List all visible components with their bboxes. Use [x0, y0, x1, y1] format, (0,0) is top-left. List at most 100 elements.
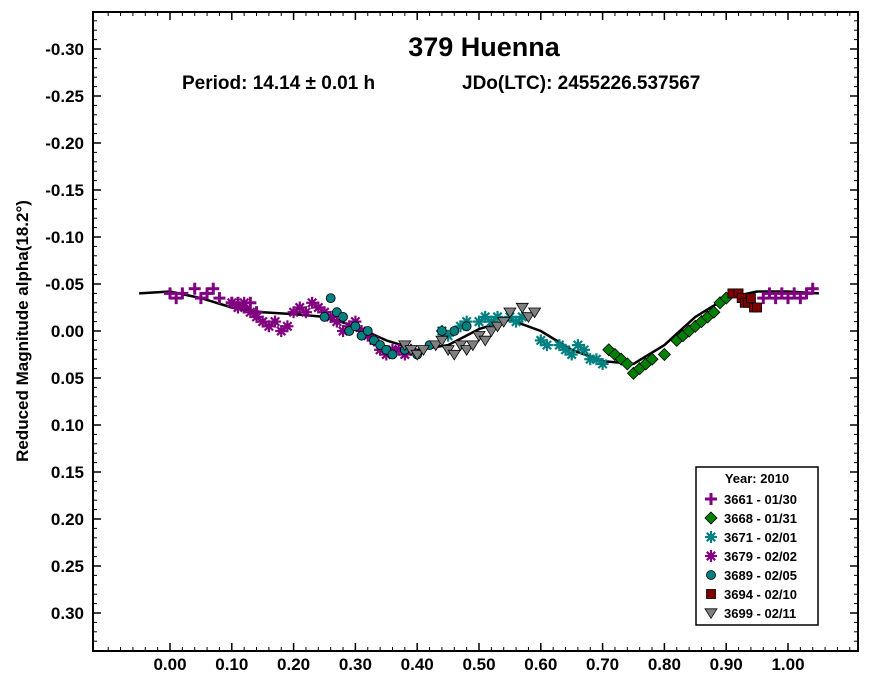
- point-6-9: [459, 345, 474, 356]
- point-6-15: [496, 316, 511, 328]
- x-tick-label-6: 0.60: [524, 655, 557, 674]
- point-0-18: [788, 287, 801, 300]
- point-4-1: [325, 293, 336, 304]
- y-tick-label-8: 0.10: [51, 416, 84, 435]
- legend-marker-6: [704, 608, 718, 620]
- y-tick-label-7: 0.05: [51, 369, 84, 388]
- point-4-0: [319, 311, 330, 322]
- x-tick-label-4: 0.40: [401, 655, 434, 674]
- x-tick-label-8: 0.80: [648, 655, 681, 674]
- point-1-8: [657, 347, 671, 362]
- data-points: [164, 282, 819, 380]
- legend-label-6: 3699 - 02/11: [724, 606, 796, 621]
- point-0-19: [794, 292, 807, 305]
- point-6-19: [527, 307, 542, 319]
- y-tick-label-4: -0.10: [45, 228, 84, 247]
- point-1-7: [645, 352, 659, 366]
- point-6-17: [515, 302, 529, 314]
- point-6-2: [410, 349, 424, 361]
- y-tick-label-0: -0.30: [45, 40, 84, 59]
- y-tick-label-1: -0.25: [45, 87, 84, 106]
- y-tick-label-3: -0.15: [45, 181, 84, 200]
- period-label: Period: 14.14 ± 0.01 h: [182, 73, 375, 94]
- chart-title: 379 Huenna: [408, 32, 561, 62]
- legend-label-0: 3661 - 01/30: [724, 492, 797, 507]
- point-0-20: [800, 287, 813, 300]
- point-4-5: [350, 321, 361, 332]
- point-6-14: [490, 321, 505, 333]
- point-6-3: [416, 345, 431, 356]
- x-tick-label-10: 1.00: [771, 655, 804, 674]
- x-tick-label-5: 0.50: [462, 655, 495, 674]
- point-4-7: [362, 326, 373, 336]
- y-tick-label-2: -0.20: [45, 134, 84, 153]
- point-2-15: [565, 348, 578, 361]
- point-0-21: [806, 282, 819, 295]
- y-tick-label-6: 0.00: [51, 322, 84, 341]
- legend: Year: 2010 3661 - 01/30 3668 - 01/31 3671 …: [695, 466, 819, 626]
- point-0-17: [782, 292, 794, 305]
- legend-label-5: 3694 - 02/10: [724, 587, 797, 602]
- point-1-3: [620, 357, 634, 371]
- point-0-7: [213, 292, 226, 305]
- x-tick-label-7: 0.70: [586, 655, 619, 674]
- point-2-12: [540, 339, 553, 352]
- legend-marker-5: [706, 589, 716, 599]
- legend-marker-1: [704, 511, 718, 525]
- point-3-2: [238, 296, 251, 309]
- point-6-5: [435, 335, 449, 347]
- point-0-0: [164, 287, 176, 300]
- axes: 0.00 0.10 0.20 0.30 0.40 0.50 0.60 0.70 0.80 0.90…: [45, 12, 858, 674]
- point-4-15: [437, 326, 447, 336]
- point-5-5: [746, 293, 756, 304]
- point-0-5: [201, 287, 214, 300]
- point-0-1: [170, 292, 183, 305]
- legend-label-1: 3668 - 01/31: [724, 511, 797, 526]
- point-2-4: [473, 315, 485, 328]
- point-5-7: [752, 302, 762, 313]
- point-0-3: [188, 282, 201, 295]
- point-0-4: [194, 292, 207, 305]
- y-tick-label-11: 0.25: [51, 557, 84, 576]
- point-2-19: [590, 353, 603, 366]
- point-6-12: [478, 335, 492, 347]
- series-1: [602, 291, 733, 380]
- point-3-0: [225, 296, 238, 309]
- point-6-10: [466, 340, 480, 352]
- point-6-13: [484, 326, 499, 338]
- point-6-18: [521, 312, 536, 324]
- y-tick-label-12: 0.30: [51, 604, 84, 623]
- series-6: [398, 302, 542, 361]
- legend-label-4: 3689 - 02/05: [724, 568, 797, 583]
- legend-marker-3: [705, 550, 717, 562]
- point-0-14: [763, 287, 776, 300]
- series-4: [319, 293, 472, 360]
- point-6-7: [447, 349, 462, 361]
- legend-box: [695, 466, 819, 626]
- point-0-16: [775, 287, 788, 300]
- point-0-15: [769, 292, 782, 305]
- point-3-9: [281, 320, 294, 333]
- x-tick-label-0: 0.00: [153, 655, 186, 674]
- point-4-16: [449, 326, 460, 336]
- point-1-15: [707, 305, 721, 319]
- point-2-20: [596, 357, 609, 370]
- point-6-16: [503, 307, 517, 319]
- y-tick-label-10: 0.20: [51, 510, 84, 529]
- y-axis-label: Reduced Magnitude alpha(18.2°): [13, 200, 32, 462]
- point-3-7: [269, 315, 282, 328]
- legend-label-2: 3671 - 02/01: [724, 530, 797, 545]
- x-tick-label-2: 0.20: [277, 655, 310, 674]
- point-4-3: [338, 311, 348, 322]
- point-2-16: [571, 339, 584, 352]
- y-tick-label-5: -0.05: [45, 275, 84, 294]
- legend-marker-0: [705, 493, 717, 505]
- point-0-2: [176, 287, 189, 300]
- point-0-6: [207, 282, 220, 295]
- legend-title: Year: 2010: [725, 471, 789, 486]
- series-5: [727, 288, 762, 313]
- point-3-12: [299, 306, 312, 319]
- point-4-11: [387, 349, 398, 360]
- legend-marker-2: [705, 531, 717, 543]
